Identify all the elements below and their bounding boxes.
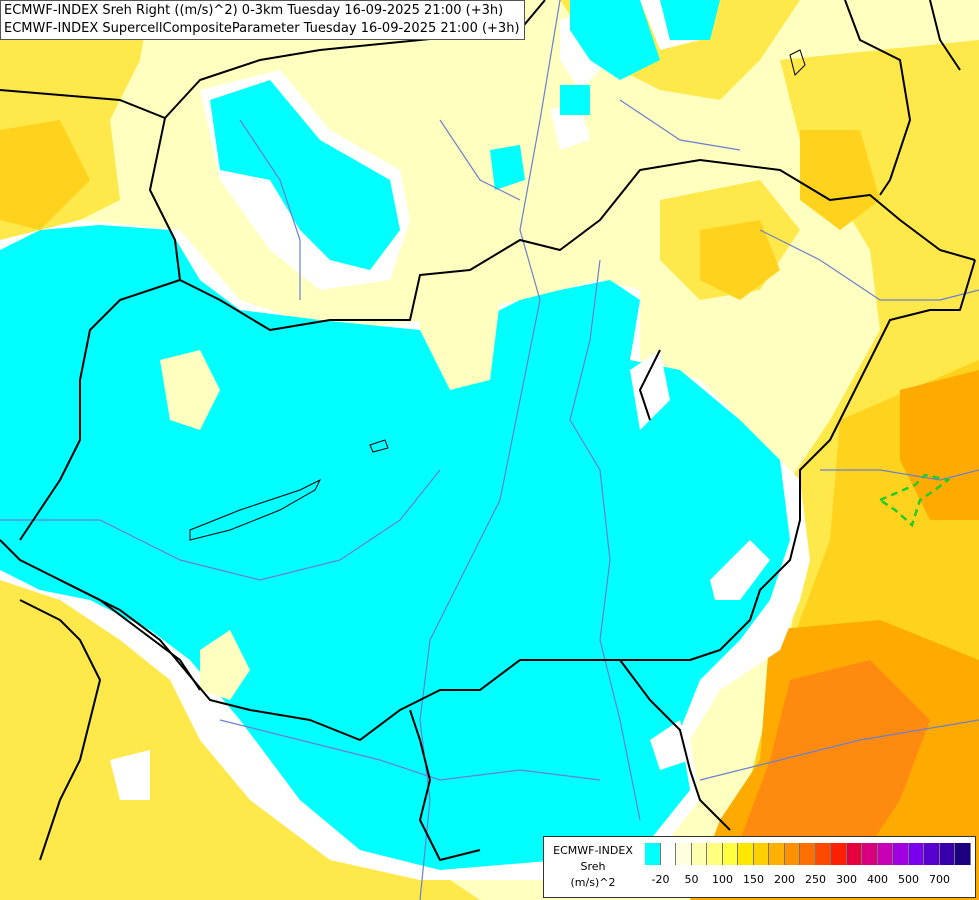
legend-tick-label: 700 (929, 873, 950, 886)
legend-swatch (815, 843, 831, 865)
sreh-pale-islands (160, 270, 770, 770)
legend-label: ECMWF-INDEX Sreh (m/s)^2 (546, 843, 640, 891)
legend-swatch (924, 843, 940, 865)
legend-swatch (893, 843, 909, 865)
map-title-line2: ECMWF-INDEX SupercellCompositeParameter … (4, 21, 520, 36)
legend-swatch (722, 843, 738, 865)
legend-swatches (645, 843, 971, 865)
legend-variable: Sreh (580, 860, 606, 873)
legend-swatch (877, 843, 893, 865)
legend-swatch (939, 843, 955, 865)
legend-swatch (660, 843, 676, 865)
legend-tick-label: 50 (684, 873, 699, 886)
legend-swatch (691, 843, 707, 865)
legend-tick-label: 150 (743, 873, 764, 886)
legend-swatch (769, 843, 785, 865)
map-title-line1: ECMWF-INDEX Sreh Right ((m/s)^2) 0-3km T… (4, 3, 504, 18)
legend-swatch (908, 843, 924, 865)
legend-swatch (784, 843, 800, 865)
legend-tick-label: 300 (836, 873, 857, 886)
scp-contour (877, 473, 951, 528)
color-legend: ECMWF-INDEX Sreh (m/s)^2 -20 50 100 150 200 2… (543, 836, 976, 898)
legend-swatch (738, 843, 754, 865)
legend-tick-label: -20 (651, 873, 670, 886)
lakes (189, 49, 806, 541)
sreh-orange-areas (690, 370, 979, 900)
legend-swatch (955, 843, 971, 865)
legend-swatch (645, 843, 661, 865)
legend-unit: (m/s)^2 (570, 876, 616, 889)
legend-tick-label: 100 (712, 873, 733, 886)
legend-swatch (707, 843, 723, 865)
legend-swatch (831, 843, 847, 865)
legend-ticks: -20 50 100 150 200 250 300 400 500 700 (645, 873, 975, 889)
legend-tick-label: 500 (898, 873, 919, 886)
legend-tick-label: 400 (867, 873, 888, 886)
legend-swatch (753, 843, 769, 865)
legend-tick-label: 200 (774, 873, 795, 886)
legend-source: ECMWF-INDEX (553, 844, 633, 857)
legend-tick-label: 250 (805, 873, 826, 886)
legend-swatch (846, 843, 862, 865)
map-title-box: ECMWF-INDEX Sreh Right ((m/s)^2) 0-3km T… (0, 0, 525, 40)
legend-swatch (676, 843, 692, 865)
legend-swatch (800, 843, 816, 865)
legend-swatch (862, 843, 878, 865)
